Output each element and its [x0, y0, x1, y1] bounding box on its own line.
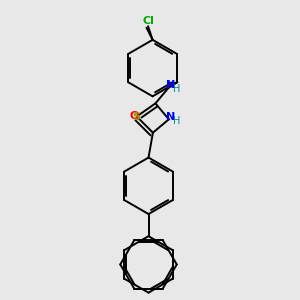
Text: H: H — [173, 116, 181, 126]
Text: O: O — [129, 111, 138, 121]
Text: H: H — [173, 84, 181, 94]
Text: N: N — [166, 112, 175, 122]
Text: S: S — [132, 112, 140, 122]
Text: N: N — [166, 80, 175, 90]
Text: Cl: Cl — [142, 16, 154, 26]
